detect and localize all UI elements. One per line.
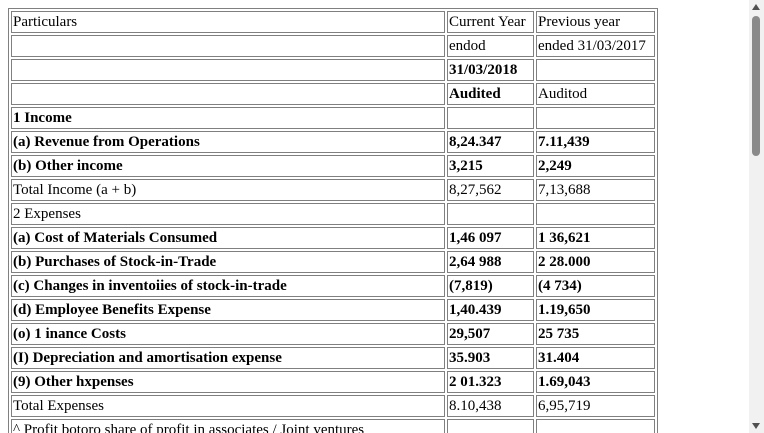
previous-year-value-cell: 6,95,719 <box>536 395 655 417</box>
table-row: (b) Other income 3,215 2,249 <box>11 155 655 177</box>
header-previous-year-cell: ended 31/03/2017 <box>536 35 655 57</box>
particulars-cell: (b) Other income <box>11 155 445 177</box>
previous-year-value-cell: 31.404 <box>536 347 655 369</box>
table-row: (d) Employee Benefits Expense 1,40.439 1.1… <box>11 299 655 321</box>
current-year-value-cell: 8,24.347 <box>447 131 534 153</box>
header-row: Audited Auditod <box>11 83 655 105</box>
header-previous-year-cell <box>536 59 655 81</box>
previous-year-value-cell: 2,249 <box>536 155 655 177</box>
particulars-cell: Total Income (a + b) <box>11 179 445 201</box>
particulars-cell: (I) Depreciation and amortisation expens… <box>11 347 445 369</box>
current-year-value-cell <box>447 107 534 129</box>
current-year-value-cell: 8,27,562 <box>447 179 534 201</box>
table-row: (o) 1 inance Costs 29,507 25 735 <box>11 323 655 345</box>
header-previous-year-cell: Auditod <box>536 83 655 105</box>
previous-year-value-cell <box>536 419 655 433</box>
financial-results-table: Particulars Current Year Previous year endo… <box>8 8 658 433</box>
particulars-cell: (d) Employee Benefits Expense <box>11 299 445 321</box>
table-row: 1 Income <box>11 107 655 129</box>
header-particulars-cell <box>11 35 445 57</box>
particulars-cell: 2 Expenses <box>11 203 445 225</box>
header-current-year-cell: 31/03/2018 <box>447 59 534 81</box>
table-row: (c) Changes in inventoiies of stock-in-t… <box>11 275 655 297</box>
header-row: 31/03/2018 <box>11 59 655 81</box>
current-year-value-cell: 35.903 <box>447 347 534 369</box>
particulars-cell: (c) Changes in inventoiies of stock-in-t… <box>11 275 445 297</box>
table-row: ^ Profit botoro share of profit in assoc… <box>11 419 655 433</box>
header-particulars-cell <box>11 83 445 105</box>
current-year-value-cell: 2,64 988 <box>447 251 534 273</box>
previous-year-value-cell: 25 735 <box>536 323 655 345</box>
header-particulars-cell <box>11 59 445 81</box>
header-current-year-cell: endod <box>447 35 534 57</box>
table-row: (I) Depreciation and amortisation expens… <box>11 347 655 369</box>
previous-year-value-cell <box>536 203 655 225</box>
table-row: Total Income (a + b) 8,27,562 7,13,688 <box>11 179 655 201</box>
particulars-cell: Total Expenses <box>11 395 445 417</box>
previous-year-value-cell: 7.11,439 <box>536 131 655 153</box>
particulars-cell: 1 Income <box>11 107 445 129</box>
table-row: (9) Other hxpenses 2 01.323 1.69,043 <box>11 371 655 393</box>
particulars-cell: (b) Purchases of Stock-in-Trade <box>11 251 445 273</box>
scroll-up-arrow-icon[interactable] <box>749 0 764 15</box>
table-row: Total Expenses 8.10,438 6,95,719 <box>11 395 655 417</box>
vertical-scrollbar[interactable] <box>749 0 764 433</box>
current-year-value-cell: (7,819) <box>447 275 534 297</box>
previous-year-value-cell <box>536 107 655 129</box>
particulars-cell: (o) 1 inance Costs <box>11 323 445 345</box>
previous-year-value-cell: 1.19,650 <box>536 299 655 321</box>
previous-year-value-cell: 7,13,688 <box>536 179 655 201</box>
current-year-value-cell: 2 01.323 <box>447 371 534 393</box>
current-year-value-cell <box>447 203 534 225</box>
header-row: Particulars Current Year Previous year <box>11 11 655 33</box>
previous-year-value-cell: (4 734) <box>536 275 655 297</box>
current-year-value-cell: 1,46 097 <box>447 227 534 249</box>
table-row: (b) Purchases of Stock-in-Trade 2,64 988 2… <box>11 251 655 273</box>
header-current-year-cell: Audited <box>447 83 534 105</box>
previous-year-value-cell: 1.69,043 <box>536 371 655 393</box>
particulars-cell: (a) Revenue from Operations <box>11 131 445 153</box>
previous-year-value-cell: 1 36,621 <box>536 227 655 249</box>
previous-year-value-cell: 2 28.000 <box>536 251 655 273</box>
header-current-year-cell: Current Year <box>447 11 534 33</box>
header-particulars-cell: Particulars <box>11 11 445 33</box>
current-year-value-cell: 8.10,438 <box>447 395 534 417</box>
scroll-down-arrow-icon[interactable] <box>749 418 764 433</box>
current-year-value-cell <box>447 419 534 433</box>
particulars-cell: (a) Cost of Materials Consumed <box>11 227 445 249</box>
table-row: (a) Cost of Materials Consumed 1,46 097 1 … <box>11 227 655 249</box>
particulars-cell: (9) Other hxpenses <box>11 371 445 393</box>
header-row: endod ended 31/03/2017 <box>11 35 655 57</box>
current-year-value-cell: 1,40.439 <box>447 299 534 321</box>
scrollbar-thumb[interactable] <box>752 16 760 156</box>
header-previous-year-cell: Previous year <box>536 11 655 33</box>
particulars-cell: ^ Profit botoro share of profit in assoc… <box>11 419 445 433</box>
current-year-value-cell: 29,507 <box>447 323 534 345</box>
current-year-value-cell: 3,215 <box>447 155 534 177</box>
table-row: (a) Revenue from Operations 8,24.347 7.11,… <box>11 131 655 153</box>
table-row: 2 Expenses <box>11 203 655 225</box>
